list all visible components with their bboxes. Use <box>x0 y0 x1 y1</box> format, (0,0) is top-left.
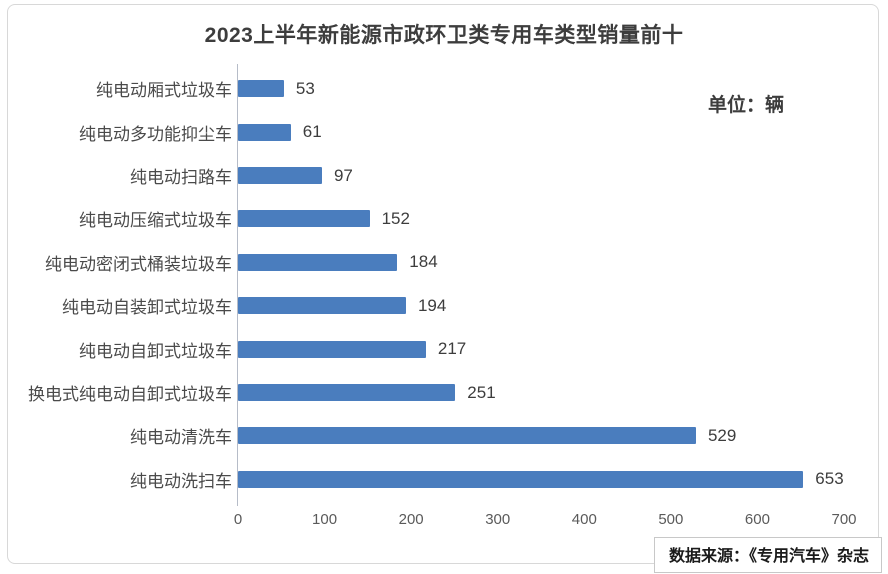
category-label: 纯电动密闭式桶装垃圾车 <box>45 254 232 275</box>
category-label: 换电式纯电动自卸式垃圾车 <box>28 385 232 406</box>
bar <box>238 384 456 402</box>
chart-row: 纯电动自卸式垃圾车 217 <box>12 327 844 370</box>
chart-row: 纯电动多功能抑尘车 61 <box>12 110 844 153</box>
chart-row: 换电式纯电动自卸式垃圾车 251 <box>12 371 844 414</box>
category-label: 纯电动多功能抑尘车 <box>79 124 232 145</box>
x-tick-label: 700 <box>831 511 857 528</box>
x-tick-label: 100 <box>312 511 338 528</box>
y-axis-line <box>237 64 238 506</box>
chart-frame <box>7 4 879 564</box>
bar-rows: 纯电动厢式垃圾车 53 纯电动多功能抑尘车 61 纯电动扫路车 97 纯电动压缩式垃圾车 15… <box>12 67 844 501</box>
bar <box>238 80 284 98</box>
bar-track: 653 <box>238 458 844 501</box>
bar-track: 97 <box>238 154 844 197</box>
bar-track: 251 <box>238 371 844 414</box>
x-tick-label: 300 <box>485 511 511 528</box>
bar <box>238 253 398 271</box>
value-label: 97 <box>333 165 353 185</box>
bar-track: 217 <box>238 327 844 370</box>
bar-track: 53 <box>238 67 844 110</box>
category-label: 纯电动厢式垃圾车 <box>96 81 232 102</box>
value-label: 194 <box>417 295 447 315</box>
chart-title: 2023上半年新能源市政环卫类专用车类型销量前十 <box>204 24 684 47</box>
data-source-label: 数据来源：《专用汽车》杂志 <box>653 537 882 573</box>
value-label: 251 <box>467 382 496 402</box>
category-label: 纯电动自卸式垃圾车 <box>79 341 232 362</box>
value-label: 53 <box>295 78 315 98</box>
value-label: 152 <box>381 208 410 228</box>
bar <box>238 297 406 315</box>
bar-track: 152 <box>238 197 844 240</box>
category-label: 纯电动自装卸式垃圾车 <box>62 298 232 319</box>
x-tick-label: 600 <box>744 511 770 528</box>
value-label: 61 <box>302 122 322 142</box>
category-label: 纯电动清洗车 <box>130 428 232 449</box>
bar <box>238 427 696 445</box>
chart-row: 纯电动密闭式桶装垃圾车 184 <box>12 241 844 284</box>
x-tick-label: 500 <box>658 511 684 528</box>
x-tick-label: 0 <box>233 511 243 528</box>
chart-row: 纯电动洗扫车 653 <box>12 458 844 501</box>
value-label: 184 <box>409 252 438 272</box>
chart-row: 纯电动清洗车 529 <box>12 414 844 457</box>
bar <box>238 167 322 185</box>
value-label: 653 <box>815 469 844 489</box>
value-label: 217 <box>437 339 467 359</box>
unit-label: 单位：辆 <box>708 94 785 116</box>
bar-track: 194 <box>238 284 844 327</box>
bar <box>238 123 291 141</box>
category-label: 纯电动扫路车 <box>130 168 232 189</box>
x-axis: 0 100 200 300 400 500 600 700 <box>234 511 857 529</box>
chart-row: 纯电动厢式垃圾车 53 <box>12 67 844 110</box>
x-tick-label: 200 <box>398 511 424 528</box>
bar <box>238 210 370 228</box>
bar-track: 529 <box>238 414 844 457</box>
chart-row: 纯电动自装卸式垃圾车 194 <box>12 284 844 327</box>
chart-row: 纯电动压缩式垃圾车 152 <box>12 197 844 240</box>
bar-track: 61 <box>238 110 844 153</box>
chart-row: 纯电动扫路车 97 <box>12 154 844 197</box>
category-label: 纯电动洗扫车 <box>130 471 232 492</box>
category-label: 纯电动压缩式垃圾车 <box>79 211 232 232</box>
bar <box>238 470 804 488</box>
bar-track: 184 <box>238 241 844 284</box>
bar <box>238 340 426 358</box>
value-label: 529 <box>707 425 737 445</box>
x-tick-label: 400 <box>571 511 597 528</box>
